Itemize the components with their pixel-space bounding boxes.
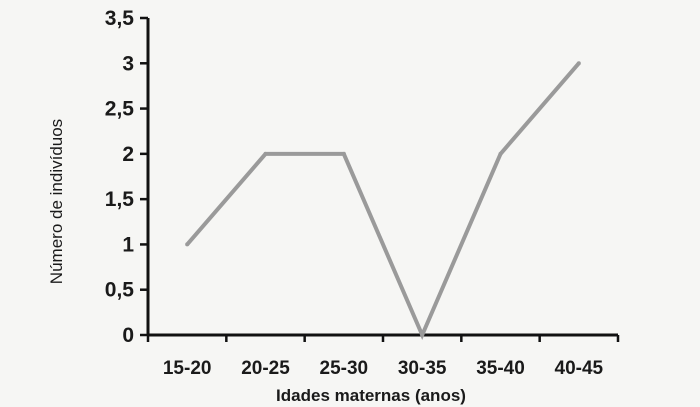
y-tick-label: 0 [122, 324, 134, 347]
data-point [576, 61, 581, 66]
x-tick-label: 25-30 [320, 358, 369, 379]
y-axis-title: Número de indivíduos [47, 119, 66, 284]
x-tick-label: 20-25 [241, 358, 290, 379]
y-axis-ticks: 0 0,5 1 1,5 2 2,5 3 3,5 [105, 7, 148, 347]
y-tick-label: 1 [122, 233, 134, 256]
x-tick-label: 35-40 [476, 358, 525, 379]
x-tick-label: 40-45 [555, 358, 604, 379]
y-tick-label: 3,5 [105, 7, 135, 30]
data-point [420, 333, 425, 337]
y-tick-label: 2 [122, 143, 134, 166]
series-line [185, 61, 581, 341]
data-point [263, 151, 268, 156]
x-axis-title: Idades maternas (anos) [276, 386, 466, 405]
data-point [498, 151, 503, 156]
x-axis-ticks: 15-20 20-25 25-30 30-35 35-40 40-45 [146, 335, 620, 379]
x-tick-label: 15-20 [163, 358, 212, 379]
y-tick-label: 0,5 [105, 279, 135, 302]
y-tick-label: 2,5 [105, 98, 135, 121]
series-layer [185, 61, 581, 341]
y-tick-label: 1,5 [105, 188, 135, 211]
y-tick-label: 3 [122, 52, 134, 75]
x-tick-label: 30-35 [398, 358, 447, 379]
data-point [341, 151, 346, 156]
data-point [185, 242, 190, 247]
